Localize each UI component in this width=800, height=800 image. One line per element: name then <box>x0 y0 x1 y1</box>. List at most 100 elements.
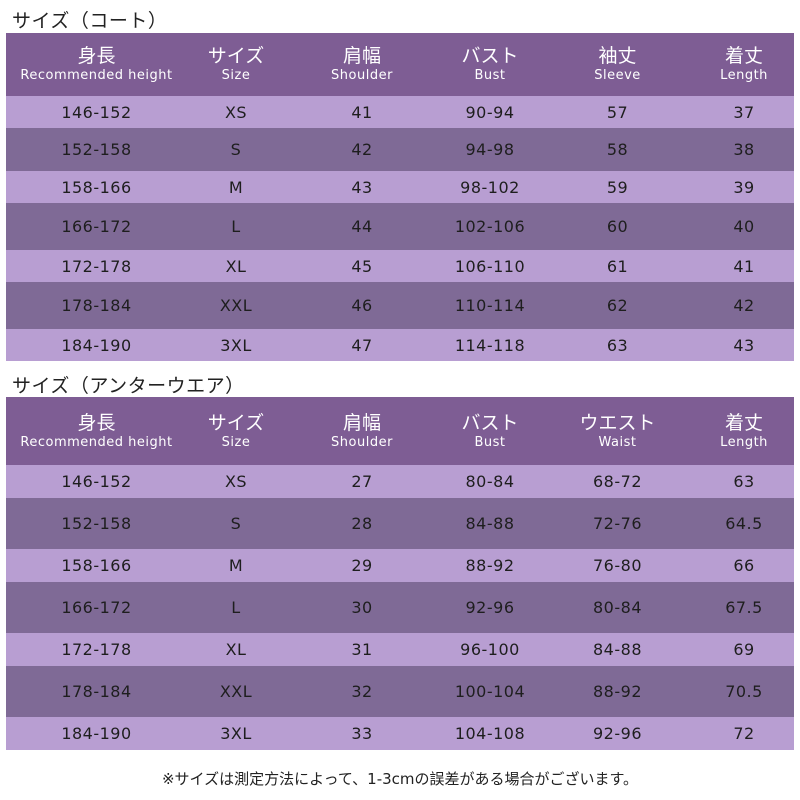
table-cell: 80-84 <box>593 598 642 617</box>
table-cell: M <box>228 177 244 197</box>
table-cell: 39 <box>733 177 755 197</box>
table-cell: 44 <box>351 217 373 236</box>
table-cell: 63 <box>733 472 755 491</box>
table-cell: 94-98 <box>465 140 515 159</box>
table-cell: 57 <box>606 102 629 122</box>
table-cell: 42 <box>733 296 755 315</box>
table-cell: 146-152 <box>61 472 132 491</box>
column-header-en: Size <box>221 68 251 83</box>
table-cell: XL <box>225 640 247 659</box>
table-header-row: 身長 Recommended height サイズ Size 肩幅 Shoulder バスト… <box>6 33 794 96</box>
table-cell: 158-166 <box>61 177 132 197</box>
table-cell: 172-178 <box>61 256 132 276</box>
coat-section-title: サイズ（コート） <box>12 10 168 32</box>
table-cell: 41 <box>351 102 373 122</box>
column-header-en: Bust <box>474 434 506 450</box>
table-row: 146-152 XS 27 80-84 68-72 63 <box>6 465 794 498</box>
column-header-jp: 袖丈 <box>598 45 637 67</box>
table-cell: XXL <box>219 682 253 701</box>
column-header: バスト Bust <box>439 45 541 83</box>
column-header: 身長 Recommended height <box>6 411 187 450</box>
table-row: 172-178 XL 31 96-100 84-88 69 <box>6 633 794 666</box>
column-header-en: Shoulder <box>331 434 393 450</box>
column-header-jp: ウエスト <box>579 411 656 434</box>
column-header-jp: サイズ <box>207 45 265 67</box>
table-cell: 28 <box>351 514 373 533</box>
table-cell: 45 <box>351 256 373 276</box>
table-cell: M <box>228 556 244 575</box>
table-cell: 31 <box>351 640 373 659</box>
table-cell: 29 <box>351 556 373 575</box>
table-cell: 60 <box>606 217 629 236</box>
table-cell: 70.5 <box>725 682 763 701</box>
table-cell: 72-76 <box>593 514 642 533</box>
table-cell: XXL <box>219 296 253 315</box>
table-cell: 88-92 <box>465 556 515 575</box>
column-header-en: Size <box>221 434 251 450</box>
table-cell: 102-106 <box>454 217 526 236</box>
table-cell: 69 <box>733 640 755 659</box>
table-cell: 58 <box>606 140 629 159</box>
table-cell: 178-184 <box>61 682 132 701</box>
table-cell: 32 <box>351 682 373 701</box>
table-cell: 62 <box>606 296 629 315</box>
table-cell: 92-96 <box>465 598 515 617</box>
table-cell: 184-190 <box>61 724 132 743</box>
column-header-en: Recommended height <box>20 68 173 83</box>
column-header-jp: 身長 <box>77 45 116 67</box>
column-header-jp: 身長 <box>77 411 116 434</box>
table-cell: 66 <box>733 556 755 575</box>
table-cell: 43 <box>351 177 373 197</box>
table-row: 172-178 XL 45 106-110 61 41 <box>6 250 794 282</box>
table-cell: 106-110 <box>454 256 526 276</box>
table-cell: 33 <box>351 724 373 743</box>
table-cell: 3XL <box>220 335 252 355</box>
table-cell: 152-158 <box>61 514 132 533</box>
table-header-row: 身長 Recommended height サイズ Size 肩幅 Shoulder バスト… <box>6 397 794 465</box>
table-cell: 46 <box>351 296 373 315</box>
column-header: 肩幅 Shoulder <box>285 45 439 83</box>
table-cell: 146-152 <box>61 102 132 122</box>
table-cell: 27 <box>351 472 373 491</box>
table-row: 178-184 XXL 32 100-104 88-92 70.5 <box>6 666 794 717</box>
table-cell: 114-118 <box>454 335 526 355</box>
table-cell: 88-92 <box>593 682 642 701</box>
table-row: 152-158 S 28 84-88 72-76 64.5 <box>6 498 794 549</box>
table-cell: 104-108 <box>454 724 526 743</box>
table-row: 184-190 3XL 47 114-118 63 43 <box>6 329 794 361</box>
column-header-jp: 着丈 <box>724 411 763 434</box>
column-header: 着丈 Length <box>694 47 794 83</box>
table-row: 166-172 L 30 92-96 80-84 67.5 <box>6 582 794 633</box>
table-cell: 72 <box>733 724 755 743</box>
column-header: サイズ Size <box>187 45 285 83</box>
column-header-en: Length <box>720 68 768 83</box>
column-header-jp: 肩幅 <box>342 411 381 434</box>
table-cell: 92-96 <box>593 724 642 743</box>
column-header-jp: 肩幅 <box>342 45 381 67</box>
column-header: 袖丈 Sleeve <box>541 45 694 83</box>
table-cell: L <box>231 217 241 236</box>
table-row: 152-158 S 42 94-98 58 38 <box>6 128 794 171</box>
table-cell: 47 <box>351 335 373 355</box>
table-cell: 64.5 <box>725 514 763 533</box>
table-row: 146-152 XS 41 90-94 57 37 <box>6 96 794 128</box>
table-row: 158-166 M 29 88-92 76-80 66 <box>6 549 794 582</box>
table-cell: 110-114 <box>454 296 526 315</box>
column-header-en: Recommended height <box>20 434 173 450</box>
table-cell: 3XL <box>220 724 252 743</box>
table-cell: 61 <box>606 256 629 276</box>
table-cell: 90-94 <box>465 102 515 122</box>
column-header: バスト Bust <box>439 413 541 450</box>
table-cell: 178-184 <box>61 296 132 315</box>
table-row: 178-184 XXL 46 110-114 62 42 <box>6 282 794 329</box>
table-cell: 43 <box>733 335 755 355</box>
table-cell: 158-166 <box>61 556 132 575</box>
table-cell: 184-190 <box>61 335 132 355</box>
column-header: 身長 Recommended height <box>6 45 187 83</box>
table-cell: L <box>231 598 241 617</box>
table-cell: 41 <box>733 256 755 276</box>
column-header: サイズ Size <box>187 413 285 450</box>
table-cell: S <box>230 140 242 159</box>
table-cell: 76-80 <box>593 556 642 575</box>
column-header-jp: バスト <box>461 45 519 67</box>
